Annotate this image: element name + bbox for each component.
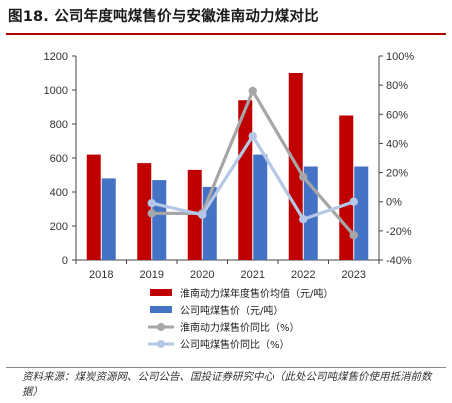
chart-lines [147, 86, 358, 240]
y-right-tick-label: 20% [386, 168, 408, 180]
y-right-tick-label: 80% [386, 80, 408, 92]
figure-title: 图18. 公司年度吨煤售价与安徽淮南动力煤对比 [8, 9, 319, 25]
bar-company-2021 [253, 154, 268, 260]
x-tick-label: 2021 [241, 269, 265, 281]
point-company-yoy-2020 [198, 210, 207, 220]
legend-swatch-marker-2 [157, 323, 165, 331]
point-company-yoy-2023 [349, 197, 358, 206]
source-divider [6, 367, 446, 368]
bar-huainan-2018 [86, 154, 101, 260]
point-company-yoy-2019 [147, 198, 156, 208]
y-left-tick-label: 800 [50, 119, 68, 131]
source-note: 资料来源：煤炭资源网、公司公告、国投证券研究中心（此处公司吨煤售价使用抵消前数据… [22, 371, 432, 398]
bar-company-2019 [152, 180, 167, 260]
y-left-tick-label: 200 [50, 221, 68, 233]
y-right-tick-label: 0% [386, 197, 402, 209]
point-huainan-yoy-2019 [147, 209, 156, 218]
line-company-yoy [151, 134, 355, 221]
legend-swatch-1 [150, 306, 172, 313]
legend-label-1: 公司吨煤售价（元/吨） [180, 304, 283, 317]
chart-bars [86, 73, 369, 260]
y-right-tick-label: -20% [386, 226, 412, 238]
y-right-tick-label: 40% [386, 138, 408, 150]
point-huainan-yoy-2022 [299, 172, 308, 182]
y-right-tick-label: 100% [386, 51, 414, 63]
point-huainan-yoy-2021 [248, 86, 257, 96]
y-right-tick-label: 60% [386, 109, 408, 121]
y-left-tick-label: 0 [62, 255, 68, 267]
legend-swatch-marker-3 [157, 340, 165, 348]
point-company-yoy-2021 [248, 131, 257, 141]
bar-company-2023 [354, 166, 369, 260]
point-company-yoy-2022 [299, 215, 308, 224]
y-right-tick-label: -40% [386, 255, 412, 267]
chart-legend: 淮南动力煤年度售价均值（元/吨） 公司吨煤售价（元/吨） 淮南动力煤售价同比（%） 公… [148, 287, 333, 351]
y-left-tick-label: 600 [50, 153, 68, 165]
y-left-tick-label: 1200 [44, 51, 68, 63]
x-tick-label: 2020 [190, 269, 214, 281]
x-tick-label: 2018 [89, 269, 113, 281]
title-divider [6, 33, 446, 35]
x-tick-label: 2022 [291, 269, 315, 281]
legend-label-0: 淮南动力煤年度售价均值（元/吨） [180, 287, 333, 300]
y-left-tick-label: 400 [50, 187, 68, 199]
chart-axes: 0 200 400 600 800 1000 1200 -40% -20% 0% 20% 40% 60%… [44, 51, 415, 281]
legend-label-2: 淮南动力煤售价同比（%） [180, 321, 300, 334]
bar-company-2018 [101, 178, 116, 260]
x-tick-label: 2023 [342, 269, 366, 281]
legend-label-3: 公司吨煤售价同比（%） [180, 338, 290, 351]
point-huainan-yoy-2023 [349, 231, 358, 240]
x-tick-label: 2019 [140, 269, 164, 281]
y-left-tick-label: 1000 [44, 85, 68, 97]
legend-swatch-0 [150, 289, 172, 296]
bar-huainan-2019 [137, 163, 152, 260]
